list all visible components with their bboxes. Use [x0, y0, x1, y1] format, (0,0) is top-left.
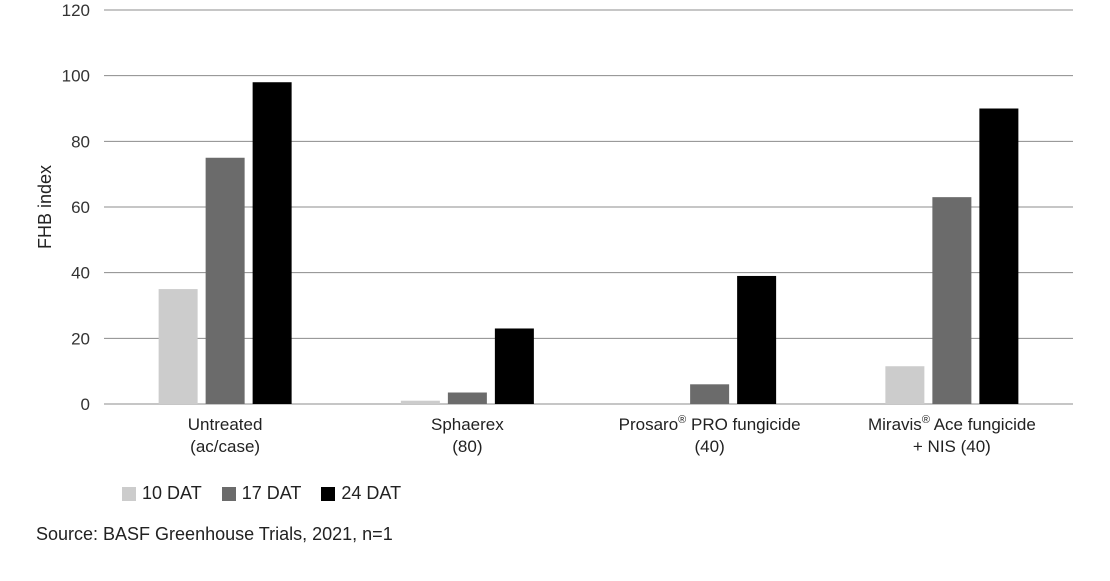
legend-swatch [221, 486, 236, 501]
x-category-label: Sphaerex [431, 415, 504, 434]
x-category-label: (80) [452, 437, 482, 456]
x-category-label: Untreated [188, 415, 263, 434]
y-tick-label: 0 [81, 395, 90, 414]
legend-item: 24 DAT [321, 483, 401, 504]
y-axis-label: FHB index [35, 165, 55, 249]
legend-label: 24 DAT [341, 483, 402, 503]
x-category-label: Prosaro® PRO fungicide [619, 414, 801, 434]
bar [885, 366, 925, 404]
bars [158, 82, 1019, 404]
source-note: Source: BASF Greenhouse Trials, 2021, n=… [36, 524, 393, 544]
x-category-label: + NIS (40) [913, 437, 991, 456]
bar [158, 289, 198, 404]
y-tick-label: 120 [62, 1, 90, 20]
bar [447, 392, 487, 404]
legend-item: 10 DAT [122, 483, 202, 504]
y-tick-label: 20 [71, 329, 90, 348]
y-tick-label: 60 [71, 198, 90, 217]
y-axis-ticks: 0 20 40 60 80 100 120 [62, 1, 90, 414]
x-axis-categories: Untreated (ac/case) Sphaerex (80) Prosaro® P… [188, 414, 1036, 456]
bar [737, 275, 777, 404]
legend-item: 17 DAT [221, 483, 302, 504]
bar [690, 384, 730, 404]
y-tick-label: 80 [71, 132, 90, 151]
bar [932, 197, 972, 404]
y-tick-label: 100 [62, 67, 90, 86]
legend: 10 DAT 17 DAT 24 DAT [122, 483, 401, 504]
bar-chart-svg: 0 20 40 60 80 100 120 Untreated (ac/case) Sphaer… [35, 1, 1073, 456]
x-category-label: Miravis® Ace fungicide [868, 414, 1036, 434]
legend-swatch [321, 486, 336, 501]
bar [494, 328, 534, 404]
legend-label: 17 DAT [241, 483, 302, 503]
legend-label: 10 DAT [142, 483, 202, 503]
bar [252, 82, 292, 404]
x-category-label: (40) [695, 437, 725, 456]
y-tick-label: 40 [71, 264, 90, 283]
bar [400, 400, 440, 404]
gridlines [104, 9, 1073, 405]
bar [979, 108, 1019, 404]
legend-swatch [122, 486, 136, 501]
bar [205, 157, 245, 404]
x-category-label: (ac/case) [190, 437, 260, 456]
